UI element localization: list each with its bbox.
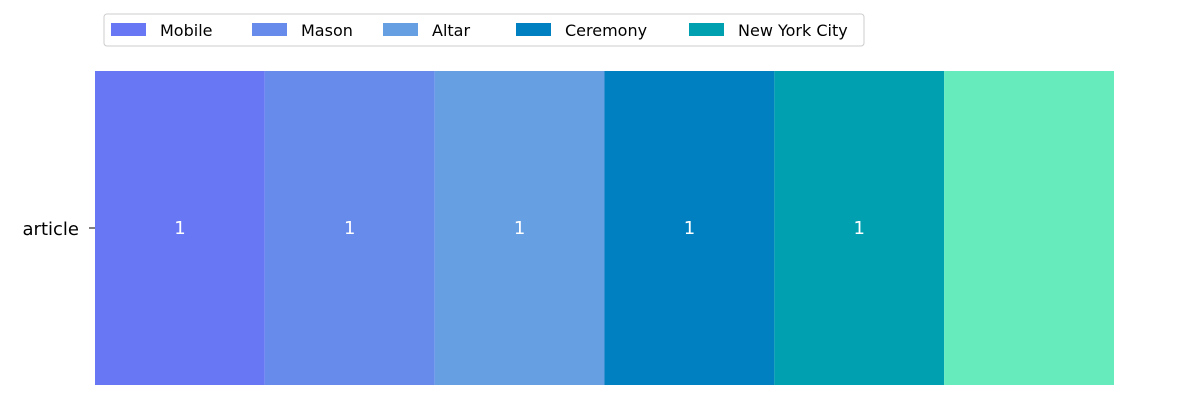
data-label-4: 1 (854, 218, 865, 239)
legend-label-1: Mason (301, 21, 353, 40)
legend-swatch-3 (516, 23, 551, 36)
y-tick-label: article (23, 219, 79, 240)
legend-label-3: Ceremony (565, 21, 647, 40)
bar-segment-3 (604, 71, 775, 385)
legend: Mobile Mason Altar Ceremony New York City (103, 13, 865, 47)
legend-label-0: Mobile (160, 21, 212, 40)
legend-swatch-0 (111, 23, 146, 36)
legend-swatch-4 (689, 23, 724, 36)
data-label-0: 1 (174, 218, 185, 239)
bar-segment-4 (774, 71, 945, 385)
plot-area: 1 1 1 1 1 (95, 71, 1114, 385)
bar-segment-1 (264, 71, 435, 385)
data-label-2: 1 (514, 218, 525, 239)
legend-swatch-2 (383, 23, 418, 36)
data-label-3: 1 (684, 218, 695, 239)
bar-segment-2 (434, 71, 605, 385)
legend-label-2: Altar (432, 21, 470, 40)
bar-segment-0 (95, 71, 265, 385)
legend-swatch-1 (252, 23, 287, 36)
bar-segment-5 (944, 71, 1114, 385)
data-label-1: 1 (344, 218, 355, 239)
y-axis: article (23, 219, 95, 240)
legend-label-4: New York City (738, 21, 848, 40)
legend-frame (103, 13, 865, 47)
